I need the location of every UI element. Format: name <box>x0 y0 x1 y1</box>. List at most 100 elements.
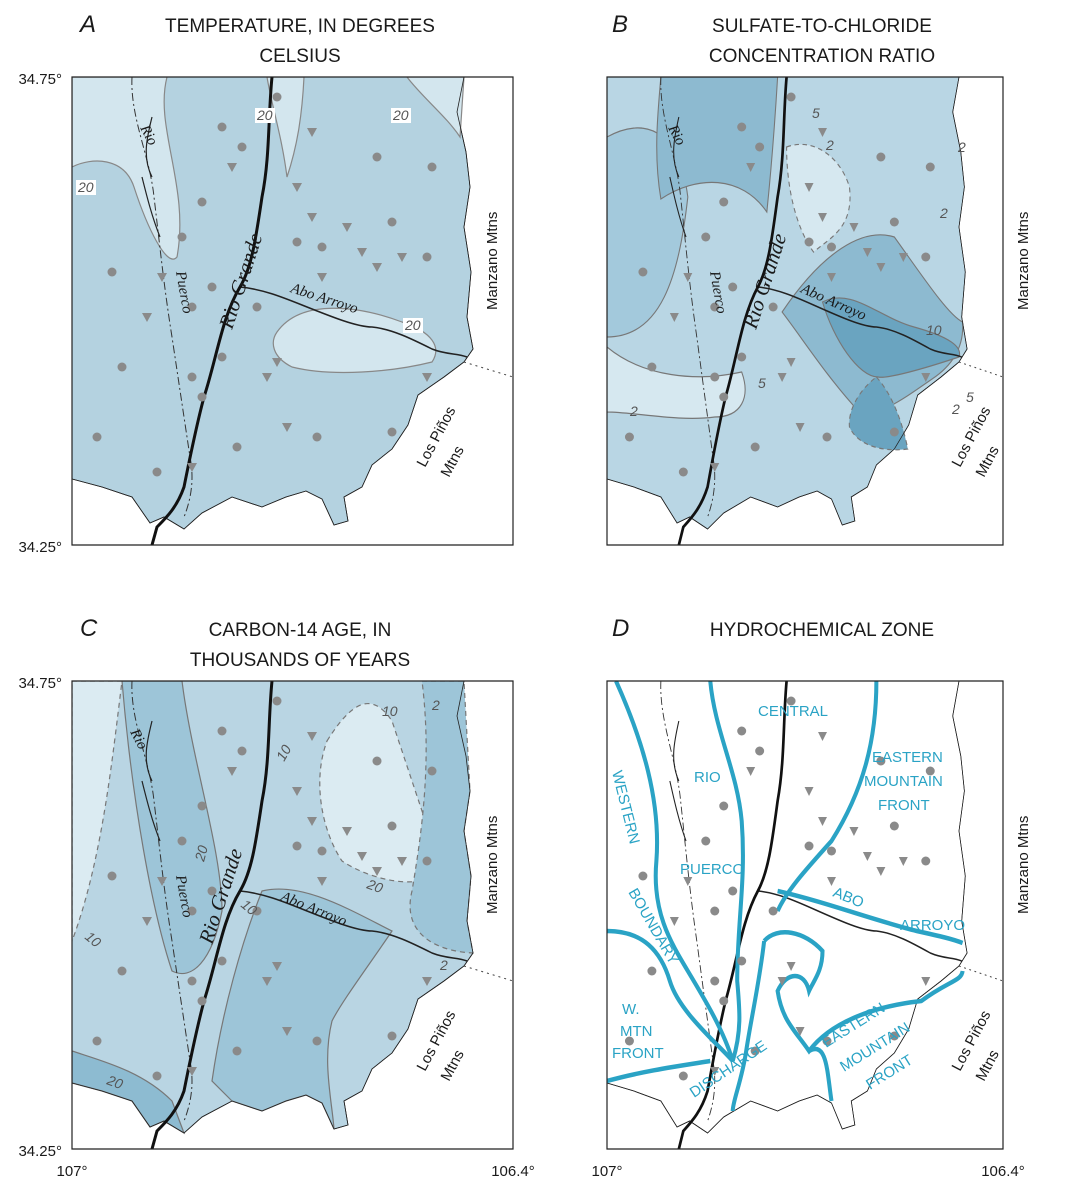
well-site <box>318 243 327 252</box>
well-site <box>737 957 746 966</box>
well-site <box>805 842 814 851</box>
well-site <box>313 1037 322 1046</box>
well-site <box>218 957 227 966</box>
panel-title: CONCENTRATION RATIO <box>709 46 935 67</box>
lat-label: 34.25° <box>18 1143 62 1160</box>
well-site <box>93 1037 102 1046</box>
panel-title: CELSIUS <box>259 46 340 67</box>
well-site <box>647 363 656 372</box>
contour-label: 20 <box>256 107 273 123</box>
contour-label: 2 <box>439 957 448 973</box>
well-site <box>118 967 127 976</box>
well-site <box>823 433 832 442</box>
well-site <box>890 218 899 227</box>
well-site <box>625 433 634 442</box>
well-site <box>827 847 836 856</box>
well-site <box>218 123 227 132</box>
well-site <box>787 93 796 102</box>
well-site <box>153 1072 162 1081</box>
boundary <box>464 966 513 981</box>
map-body <box>607 77 1003 545</box>
lon-label: 106.4° <box>981 1163 1025 1180</box>
maps <box>72 77 1003 1149</box>
well-site <box>273 93 282 102</box>
contour-label: 10 <box>382 703 398 719</box>
well-site <box>388 822 397 831</box>
lat-label: 34.25° <box>18 539 62 556</box>
well-site <box>728 887 737 896</box>
well-site <box>710 907 719 916</box>
well-site <box>827 243 836 252</box>
zone-label: MOUNTAIN <box>864 773 943 790</box>
well-site <box>293 238 302 247</box>
contour-label: 20 <box>404 317 421 333</box>
well-site <box>647 967 656 976</box>
map-body <box>607 681 1003 1149</box>
well-site <box>208 283 217 292</box>
well-site <box>737 727 746 736</box>
zone-label: CENTRAL <box>758 703 828 720</box>
well-site <box>719 802 728 811</box>
well-site <box>253 303 262 312</box>
place-label: Manzano Mtns <box>484 212 501 310</box>
well-site <box>769 303 778 312</box>
well-site <box>719 393 728 402</box>
boundary <box>464 362 513 377</box>
well-site <box>238 143 247 152</box>
contour-label: 20 <box>77 179 94 195</box>
well-site <box>93 433 102 442</box>
well-site <box>428 163 437 172</box>
well-site <box>926 163 935 172</box>
place-label: Mtns <box>438 443 468 480</box>
well-site <box>737 123 746 132</box>
well-site <box>108 872 117 881</box>
well-site <box>876 153 885 162</box>
lon-label: 107° <box>56 1163 87 1180</box>
map-panel <box>607 681 1003 1149</box>
zone-label: PUERCO <box>680 861 744 878</box>
well-site <box>198 997 207 1006</box>
place-label: Mtns <box>438 1047 468 1084</box>
well-site <box>313 433 322 442</box>
well-site <box>238 747 247 756</box>
well-site <box>751 443 760 452</box>
panel-title: THOUSANDS OF YEARS <box>190 650 410 671</box>
well-site <box>423 253 432 262</box>
figure: A TEMPERATURE, IN DEGREES CELSIUS 34.75°… <box>0 0 1065 1181</box>
boundary <box>959 362 1003 377</box>
well-site <box>719 198 728 207</box>
well-site <box>423 857 432 866</box>
well-site <box>701 837 710 846</box>
contour-label: 2 <box>825 137 834 153</box>
well-site <box>153 468 162 477</box>
well-site <box>218 353 227 362</box>
well-site <box>638 872 647 881</box>
lat-label: 34.75° <box>18 71 62 88</box>
well-site <box>638 268 647 277</box>
well-site <box>188 373 197 382</box>
zone-label: MTN <box>620 1023 653 1040</box>
well-site <box>233 443 242 452</box>
well-site <box>890 822 899 831</box>
well-site <box>428 767 437 776</box>
well-site <box>373 153 382 162</box>
well-site <box>218 727 227 736</box>
zone-label: EASTERN <box>872 749 943 766</box>
well-site <box>710 977 719 986</box>
boundary <box>959 966 1003 981</box>
well-site <box>737 353 746 362</box>
contour-label: 5 <box>966 389 974 405</box>
zone-label: W. <box>622 1001 640 1018</box>
lon-label: 107° <box>591 1163 622 1180</box>
zone-label: ARROYO <box>900 917 965 934</box>
place-label: Mtns <box>973 1047 1003 1084</box>
well-site <box>890 428 899 437</box>
well-site <box>108 268 117 277</box>
panel-letter: D <box>612 615 629 642</box>
well-site <box>178 837 187 846</box>
panel-letter: A <box>78 11 96 38</box>
well-site <box>198 198 207 207</box>
place-label: Manzano Mtns <box>484 816 501 914</box>
panel-title: SULFATE-TO-CHLORIDE <box>712 16 932 37</box>
contour-label: 2 <box>957 139 966 155</box>
